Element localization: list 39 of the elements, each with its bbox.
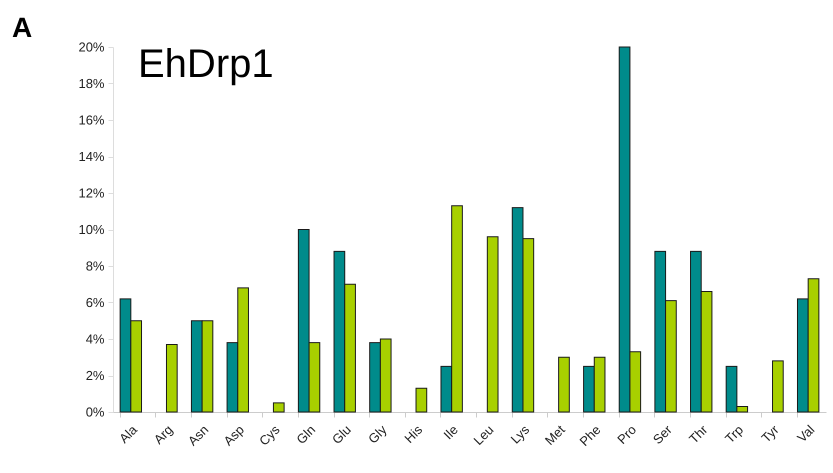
x-tick-label: Asn: [184, 422, 212, 449]
x-tick-label: Ile: [440, 422, 461, 442]
x-tick-label: Ser: [650, 422, 676, 447]
x-tick-label: His: [401, 422, 426, 446]
y-tick-label: 18%: [78, 76, 105, 91]
y-tick-label: 10%: [78, 222, 105, 237]
x-tick-label: Lys: [508, 422, 533, 447]
x-tick-label: Val: [794, 422, 818, 446]
y-tick-label: 20%: [78, 40, 105, 54]
x-tick-label: Met: [542, 422, 568, 448]
text: A: [12, 12, 32, 43]
y-tick-label: 0%: [86, 404, 105, 420]
bar: [486, 236, 499, 412]
y-tick-label: 8%: [86, 258, 105, 274]
x-tick-label: Gly: [365, 422, 390, 446]
y-tick-label: 2%: [86, 368, 105, 383]
x-tick-label: Phe: [576, 422, 604, 450]
bar: [272, 402, 285, 412]
y-tick-label: 6%: [86, 295, 105, 310]
x-tick-label: Arg: [150, 422, 176, 447]
y-tick-label: 12%: [78, 186, 105, 200]
x-tick-label: Leu: [470, 422, 497, 448]
x-tick-label: Asp: [220, 422, 247, 449]
chart-title: EhDrp1: [138, 42, 274, 86]
bar: [416, 388, 428, 412]
x-tick-label: Pro: [614, 422, 640, 447]
x-tick-label: Gln: [293, 422, 318, 447]
x-tick-label: Ala: [116, 422, 141, 446]
y-tick-label: 14%: [78, 149, 105, 164]
x-tick-label: Glu: [329, 422, 354, 447]
bar: [166, 344, 178, 412]
y-tick-label: 16%: [78, 112, 105, 128]
x-tick-label: Trp: [722, 422, 746, 446]
x-tick-label: Cys: [256, 422, 283, 449]
y-tick-label: 4%: [86, 332, 105, 346]
x-tick-label: Thr: [686, 422, 711, 446]
bar: [772, 360, 784, 412]
bar: [558, 356, 570, 412]
x-tick-label: Tyr: [758, 422, 782, 446]
